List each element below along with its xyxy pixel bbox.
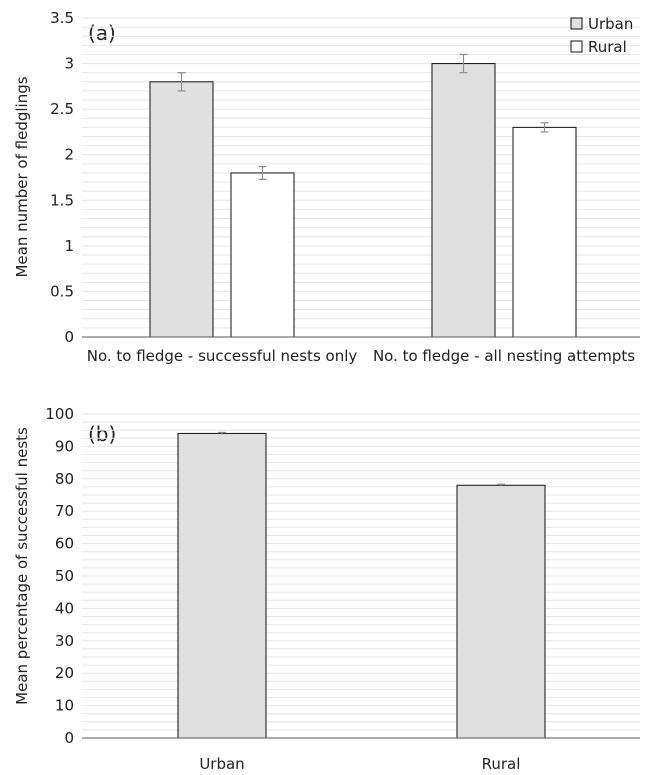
panel-a-bar-rural <box>512 126 577 338</box>
panel-a-y-tick-label: 2 <box>64 146 74 164</box>
panel-a-y-tick-label: 2.5 <box>50 100 74 118</box>
panel-b-y-tick-label: 40 <box>55 599 74 617</box>
panel-a-x-category-label: No. to fledge - successful nests only <box>87 347 358 365</box>
panel-b-y-tick-label: 30 <box>55 632 74 650</box>
legend-swatch-rural <box>570 40 583 53</box>
legend-label-rural: Rural <box>588 38 627 56</box>
panel-b-x-category-label: Rural <box>482 755 521 773</box>
panel-a-y-axis-label: Mean number of fledglings <box>13 76 31 277</box>
panel-a-y-tick-label: 3 <box>64 55 74 73</box>
panel-a-y-tick-label: 1.5 <box>50 191 74 209</box>
legend-swatch-urban <box>570 17 583 30</box>
panel-b-y-tick-label: 80 <box>55 470 74 488</box>
panel-b-y-tick-label: 10 <box>55 697 74 715</box>
panel-b-bar-urban <box>177 432 267 739</box>
panel-a-y-tick-label: 0 <box>64 328 74 346</box>
chart-panel-b: (b) Mean percentage of successful nests … <box>13 405 640 773</box>
panel-b-x-category-label: Urban <box>199 755 244 773</box>
panel-b-bar-rural <box>456 484 546 739</box>
panel-b-y-tick-label: 70 <box>55 502 74 520</box>
panel-b-y-axis-label: Mean percentage of successful nests <box>13 427 31 705</box>
panel-b-y-tick-label: 100 <box>45 405 74 423</box>
panel-b-y-tick-label: 20 <box>55 664 74 682</box>
panel-a-bar-urban <box>149 81 214 338</box>
panel-a-y-tick-label: 3.5 <box>50 9 74 27</box>
legend-label-urban: Urban <box>588 15 633 33</box>
panel-a-bar-rural <box>230 172 295 338</box>
panel-b-y-tick-label: 0 <box>64 729 74 747</box>
panel-a-bar-urban <box>431 63 496 338</box>
panel-a-label: (a) <box>88 21 116 45</box>
panel-a-legend: Urban Rural <box>570 15 633 56</box>
panel-a-y-tick-label: 1 <box>64 237 74 255</box>
panel-a-y-tick-label: 0.5 <box>50 282 74 300</box>
panel-b-y-tick-label: 60 <box>55 535 74 553</box>
panel-b-y-tick-label: 50 <box>55 567 74 585</box>
panel-b-y-tick-label: 90 <box>55 437 74 455</box>
panel-a-x-category-label: No. to fledge - all nesting attempts <box>373 347 635 365</box>
panel-b-label: (b) <box>88 422 116 446</box>
chart-panel-a: (a) Mean number of fledglings 0 0.5 1 1.5 2 2… <box>13 9 640 365</box>
